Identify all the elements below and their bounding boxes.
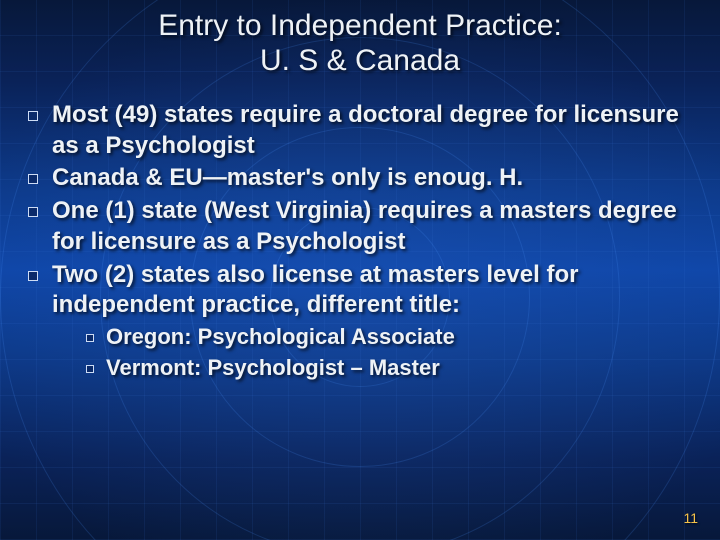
bullet-marker-icon xyxy=(28,207,38,217)
sub-bullet-text: Oregon: Psychological Associate xyxy=(106,323,455,352)
bullet-marker-icon xyxy=(86,334,94,342)
bullet-item: Two (2) states also license at masters l… xyxy=(28,260,692,321)
title-line-1: Entry to Independent Practice: xyxy=(158,9,562,42)
sub-bullet-item: Oregon: Psychological Associate xyxy=(86,323,692,352)
bullet-text: One (1) state (West Virginia) requires a… xyxy=(52,196,692,257)
bullet-marker-icon xyxy=(28,111,38,121)
bullet-item: One (1) state (West Virginia) requires a… xyxy=(28,196,692,257)
slide: Entry to Independent Practice: U. S & Ca… xyxy=(0,0,720,540)
bullet-marker-icon xyxy=(86,365,94,373)
title-line-2: U. S & Canada xyxy=(260,44,460,77)
slide-content: Most (49) states require a doctoral degr… xyxy=(28,100,692,384)
bullet-item: Canada & EU—master's only is enoug. H. xyxy=(28,163,692,194)
bullet-marker-icon xyxy=(28,271,38,281)
sub-bullet-item: Vermont: Psychologist – Master xyxy=(86,354,692,383)
bullet-marker-icon xyxy=(28,174,38,184)
slide-title: Entry to Independent Practice: U. S & Ca… xyxy=(0,8,720,79)
page-number: 11 xyxy=(683,510,698,526)
sub-bullet-text: Vermont: Psychologist – Master xyxy=(106,354,440,383)
bullet-text: Canada & EU—master's only is enoug. H. xyxy=(52,163,523,194)
sub-bullet-group: Oregon: Psychological Associate Vermont:… xyxy=(86,323,692,382)
bullet-text: Two (2) states also license at masters l… xyxy=(52,260,692,321)
bullet-text: Most (49) states require a doctoral degr… xyxy=(52,100,692,161)
bullet-item: Most (49) states require a doctoral degr… xyxy=(28,100,692,161)
